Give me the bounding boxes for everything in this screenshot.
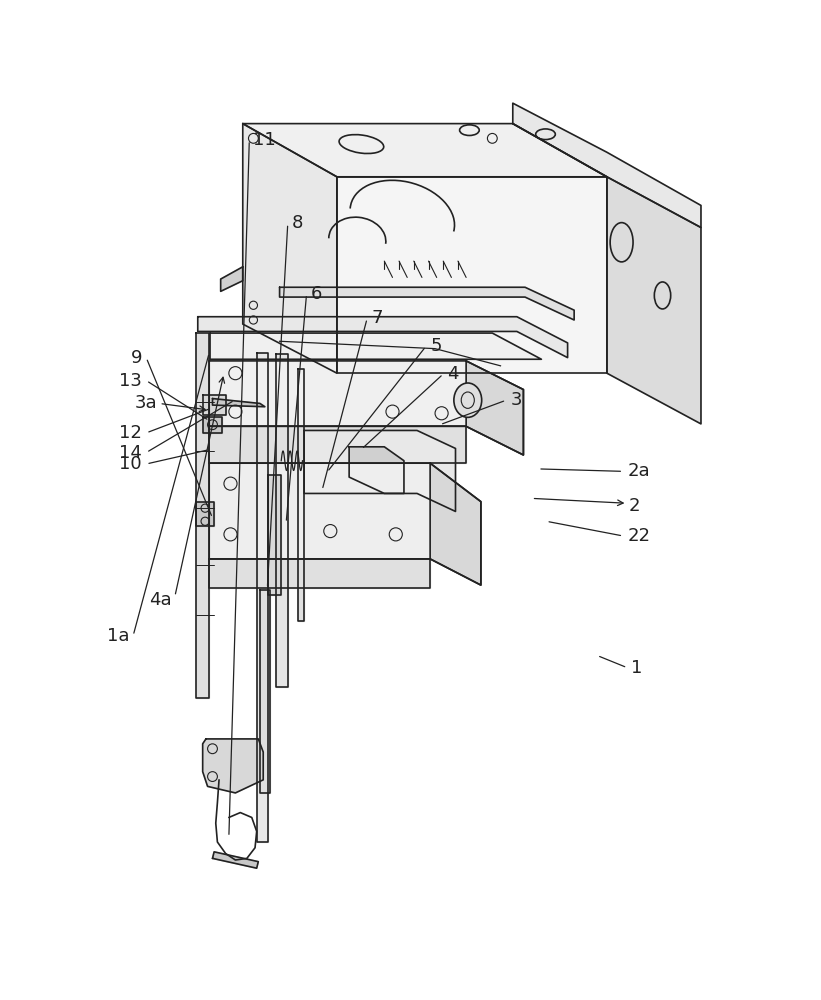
Polygon shape	[277, 354, 288, 687]
Text: 1: 1	[631, 659, 643, 677]
Polygon shape	[198, 317, 567, 358]
Polygon shape	[430, 463, 481, 585]
Polygon shape	[196, 502, 214, 526]
Polygon shape	[304, 430, 456, 511]
Text: 2a: 2a	[627, 462, 650, 480]
Text: 3: 3	[511, 391, 522, 409]
Polygon shape	[607, 177, 701, 424]
Text: 3a: 3a	[134, 394, 157, 412]
Polygon shape	[243, 124, 607, 177]
Polygon shape	[466, 361, 524, 455]
Text: 10: 10	[120, 455, 142, 473]
Text: 1a: 1a	[107, 627, 129, 645]
Text: 8: 8	[291, 214, 303, 232]
Polygon shape	[349, 447, 404, 493]
Text: 13: 13	[119, 372, 142, 390]
Polygon shape	[213, 852, 259, 868]
Text: 5: 5	[430, 337, 442, 355]
Text: 12: 12	[119, 424, 142, 442]
Polygon shape	[297, 369, 304, 621]
Polygon shape	[260, 590, 270, 793]
Polygon shape	[204, 417, 222, 433]
Ellipse shape	[454, 383, 482, 417]
Polygon shape	[209, 361, 524, 455]
Polygon shape	[268, 475, 282, 595]
Polygon shape	[243, 124, 337, 373]
Polygon shape	[203, 739, 264, 793]
Text: 9: 9	[131, 349, 142, 367]
Polygon shape	[221, 267, 243, 291]
Polygon shape	[196, 333, 209, 698]
Text: 22: 22	[627, 527, 650, 545]
Polygon shape	[213, 399, 265, 407]
Text: 2: 2	[629, 497, 640, 515]
Text: 7: 7	[371, 309, 383, 327]
Polygon shape	[513, 103, 701, 228]
Polygon shape	[209, 559, 430, 588]
Polygon shape	[209, 463, 481, 585]
Text: 4: 4	[447, 365, 459, 383]
Text: 14: 14	[119, 444, 142, 462]
Polygon shape	[280, 287, 574, 320]
Text: 11: 11	[254, 131, 276, 149]
Text: 6: 6	[310, 285, 322, 303]
Polygon shape	[257, 353, 268, 842]
Polygon shape	[337, 177, 607, 373]
Polygon shape	[209, 426, 466, 463]
Text: 4a: 4a	[149, 591, 172, 609]
Polygon shape	[210, 333, 541, 359]
Polygon shape	[203, 395, 226, 415]
